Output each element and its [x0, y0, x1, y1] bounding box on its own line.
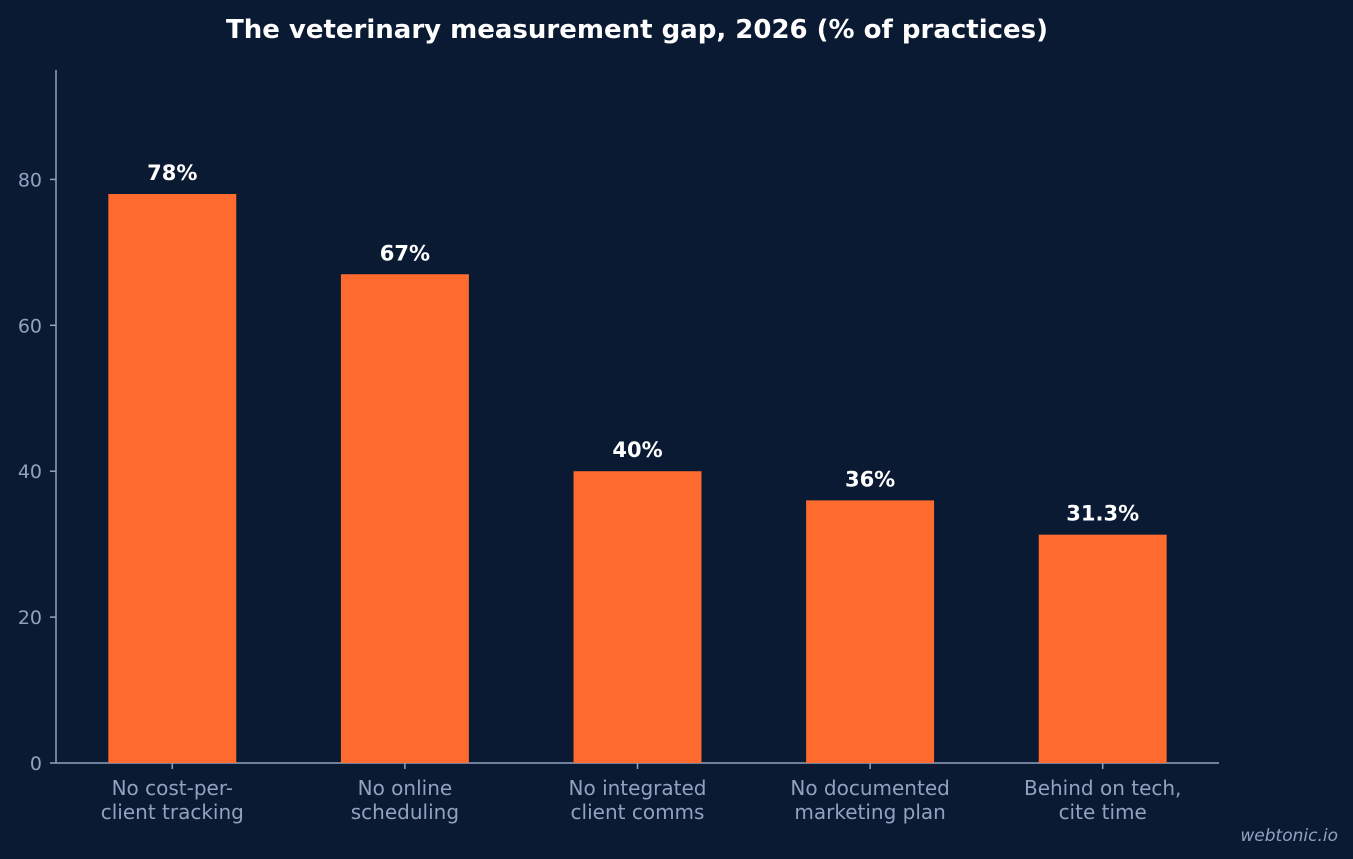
y-tick-label: 20	[18, 607, 42, 629]
labels: 78% No cost-per-client tracking 67% No onli…	[101, 161, 1182, 824]
data-label: 78%	[147, 161, 197, 185]
watermark: webtonic.io	[1240, 826, 1338, 846]
y-tick-label: 40	[18, 461, 42, 483]
x-tick-label: No online scheduling	[351, 776, 459, 824]
bar	[573, 471, 702, 763]
y-tick-label: 60	[18, 315, 42, 337]
x-tick-label-line: cite time	[1059, 800, 1147, 824]
bars	[108, 194, 1167, 764]
bar	[806, 500, 935, 763]
x-tick-label-line: No cost-per-	[112, 776, 233, 800]
data-label: 36%	[845, 467, 895, 491]
x-tick-label-line: client comms	[571, 800, 705, 824]
x-tick-label: Behind on tech, cite time	[1024, 776, 1181, 824]
bar	[108, 194, 237, 764]
x-tick-label-line: No online	[358, 776, 453, 800]
x-tick-label: No cost-per-client tracking	[101, 776, 244, 824]
data-label: 31.3%	[1066, 502, 1139, 526]
x-tick-label: No documented marketing plan	[790, 776, 949, 824]
x-tick-label-line: No documented	[790, 776, 949, 800]
bar	[340, 274, 469, 763]
data-label: 40%	[612, 438, 662, 462]
x-tick-label-line: scheduling	[351, 800, 459, 824]
y-tick-label: 80	[18, 169, 42, 191]
x-tick-label-line: No integrated	[569, 776, 707, 800]
chart-title: The veterinary measurement gap, 2026 (% …	[226, 15, 1048, 45]
x-tick-label-line: marketing plan	[794, 800, 945, 824]
x-tick-label: No integrated client comms	[569, 776, 707, 824]
y-tick-label: 0	[30, 753, 42, 775]
axes: 0 20 40 60 80	[18, 70, 1219, 775]
bar	[1038, 534, 1167, 763]
x-tick-label-line: Behind on tech,	[1024, 776, 1181, 800]
data-label: 67%	[380, 241, 430, 265]
x-tick-label-line: client tracking	[101, 800, 244, 824]
